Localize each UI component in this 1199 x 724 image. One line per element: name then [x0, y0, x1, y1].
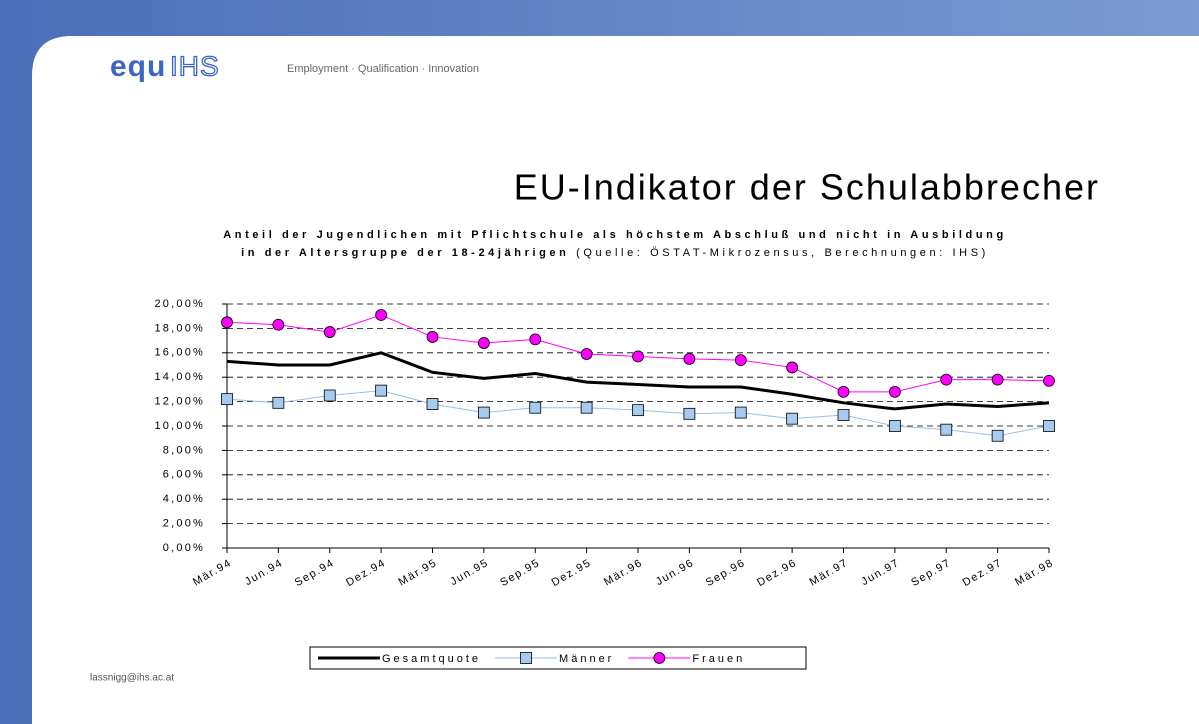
data-point	[426, 398, 439, 410]
y-tick-label: 16,00%	[154, 347, 205, 359]
data-point	[272, 396, 285, 409]
data-point	[991, 429, 1004, 442]
data-point	[991, 373, 1004, 386]
data-point	[632, 404, 644, 417]
data-point	[477, 337, 490, 349]
data-point	[221, 393, 233, 406]
data-point	[734, 406, 747, 419]
y-tick-label: 4,00%	[163, 493, 205, 505]
data-point	[940, 423, 953, 436]
data-point	[888, 385, 901, 398]
data-point	[323, 389, 336, 402]
data-point	[221, 316, 233, 329]
series-line	[226, 351, 1050, 411]
y-tick-label: 6,00%	[163, 469, 205, 481]
data-point	[940, 373, 953, 386]
data-point	[786, 361, 799, 374]
chart-title: Anteil der Jugendlichen mit Pflichtschul…	[215, 226, 1015, 262]
data-point	[1043, 374, 1055, 387]
y-tick-label: 8,00%	[163, 444, 205, 456]
slide-area	[32, 36, 1199, 724]
y-tick-label: 0,00%	[163, 542, 205, 554]
y-tick-label: 14,00%	[154, 371, 205, 383]
chart-source: (Quelle: ÖSTAT-Mikrozensus, Berechnungen…	[576, 247, 989, 259]
data-point	[529, 401, 542, 414]
data-point	[529, 333, 542, 346]
footer: lassnigg@ihs.ac.at	[90, 673, 174, 684]
y-tick-label: 12,00%	[154, 396, 205, 408]
legend-marker	[520, 652, 532, 664]
data-point	[786, 412, 799, 425]
logo: IHS	[170, 50, 220, 81]
data-point	[837, 385, 850, 398]
y-tick-label: 20,00%	[154, 298, 205, 310]
data-point	[632, 350, 644, 363]
data-point	[837, 409, 850, 421]
data-point	[734, 354, 747, 367]
chart-title-main: Anteil der Jugendlichen mit Pflichtschul…	[223, 229, 1007, 259]
legend-box	[309, 646, 807, 670]
data-point	[888, 420, 901, 432]
y-tick-label: 18,00%	[154, 322, 205, 334]
logo: equ	[110, 50, 166, 83]
data-point	[683, 407, 696, 420]
data-point	[477, 406, 490, 419]
legend-marker	[653, 652, 666, 664]
y-tick-label: 2,00%	[163, 518, 205, 530]
data-point	[375, 384, 388, 397]
data-point	[426, 331, 439, 343]
data-point	[580, 401, 593, 414]
data-point	[1043, 420, 1055, 432]
data-point	[375, 309, 388, 321]
legend-label: Männer	[559, 653, 614, 665]
y-tick-label: 10,00%	[154, 420, 205, 432]
legend-label: Gesamtquote	[382, 653, 481, 665]
data-point	[683, 352, 696, 365]
data-point	[272, 318, 285, 331]
legend-label: Frauen	[692, 653, 745, 665]
data-point	[580, 348, 593, 360]
data-point	[323, 326, 336, 338]
tagline: Employment · Qualification · Innovation	[287, 63, 479, 75]
heading: EU-Indikator der Schulabbrecher	[514, 167, 1100, 208]
